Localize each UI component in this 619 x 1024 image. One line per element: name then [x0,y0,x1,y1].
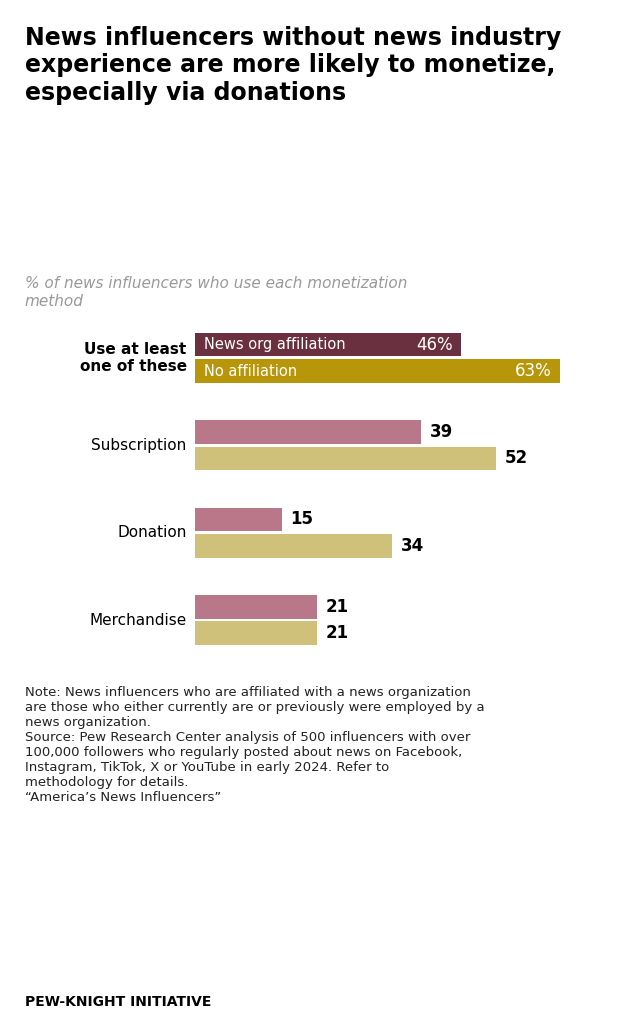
Bar [195,333,461,356]
Text: 63%: 63% [514,362,551,380]
Text: Note: News influencers who are affiliated with a news organization
are those who: Note: News influencers who are affiliate… [25,686,485,804]
Bar [195,535,392,558]
Bar [195,446,496,470]
Text: 21: 21 [326,625,348,642]
Text: 15: 15 [290,510,314,528]
Text: No affiliation: No affiliation [204,364,297,379]
Text: News org affiliation: News org affiliation [204,337,345,352]
Text: PEW-KNIGHT INITIATIVE: PEW-KNIGHT INITIATIVE [25,994,211,1009]
Text: 21: 21 [326,598,348,615]
Bar [195,595,316,618]
Bar [195,622,316,645]
Bar [195,508,282,531]
Bar [195,359,560,383]
Text: % of news influencers who use each monetization
method: % of news influencers who use each monet… [25,276,407,309]
Text: 34: 34 [400,537,424,555]
Text: 52: 52 [505,450,528,468]
Bar [195,420,421,443]
Text: 39: 39 [430,423,453,441]
Text: 46%: 46% [416,336,452,353]
Text: News influencers without news industry
experience are more likely to monetize,
e: News influencers without news industry e… [25,26,561,105]
